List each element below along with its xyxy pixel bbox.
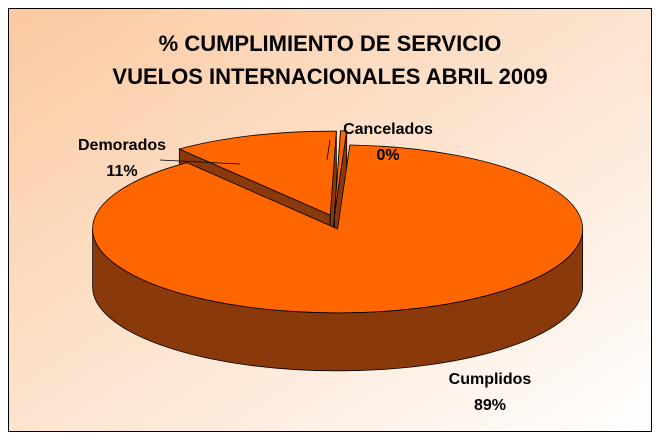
value-label: 89% xyxy=(474,397,506,414)
pie-slice xyxy=(178,130,337,216)
leader-line xyxy=(326,139,331,161)
leader-line xyxy=(159,159,241,165)
pie-slice xyxy=(334,130,348,215)
category-label: Demorados xyxy=(78,137,166,154)
chart-subtitle: VUELOS INTERNACIONALES ABRIL 2009 xyxy=(112,64,547,89)
category-label: Cancelados xyxy=(343,121,433,138)
category-label: Cumplidos xyxy=(449,371,532,388)
pie-slice xyxy=(92,144,583,314)
value-label: 11% xyxy=(106,163,137,180)
value-label: 0% xyxy=(376,147,399,164)
chart-title: % CUMPLIMIENTO DE SERVICIO xyxy=(159,31,502,56)
